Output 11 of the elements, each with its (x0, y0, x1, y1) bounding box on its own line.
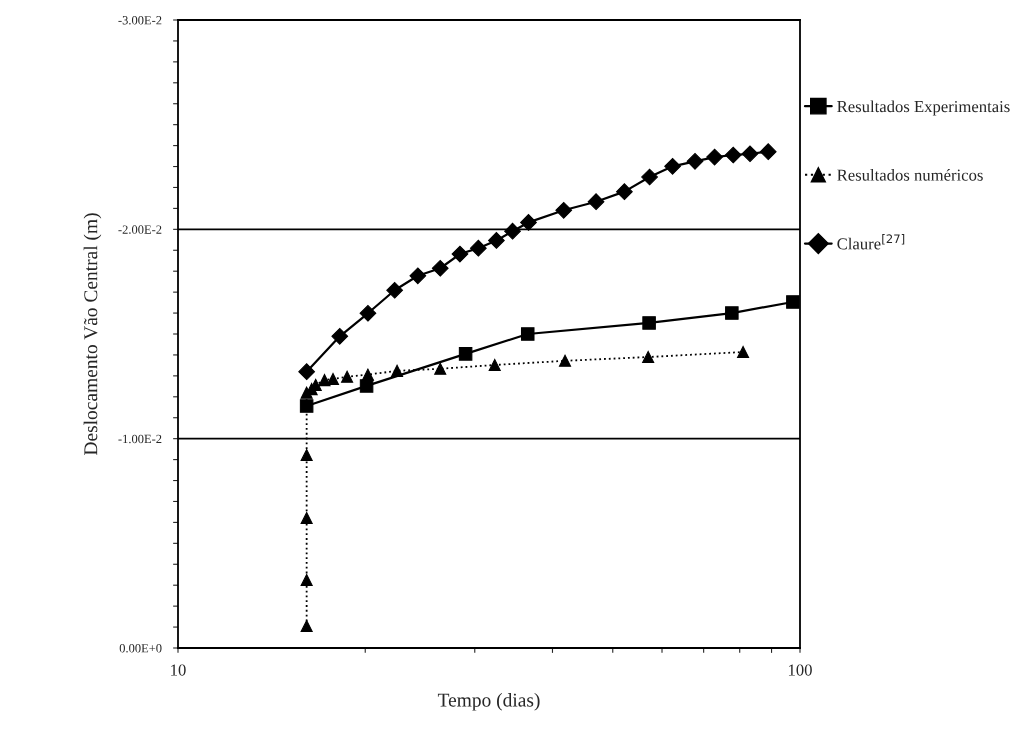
y-tick-label: -1.00E-2 (118, 434, 162, 444)
x-tick-label: 10 (171, 664, 186, 676)
y-tick-label: -3.00E-2 (118, 16, 162, 25)
legend-label: Resultados Experimentais (837, 100, 1010, 116)
legend-label: Resultados numéricos (837, 168, 983, 181)
y-tick-label: 0.00E+0 (119, 644, 162, 653)
legend-label: Claure$^{[27]}$ (837, 234, 905, 250)
y-axis-title: Deslocamento Vão Central (m) (83, 213, 102, 456)
y-tick-label: -2.00E-2 (118, 225, 162, 234)
x-tick-label: 100 (788, 664, 812, 676)
x-axis-title: Tempo (dias) (437, 692, 540, 711)
